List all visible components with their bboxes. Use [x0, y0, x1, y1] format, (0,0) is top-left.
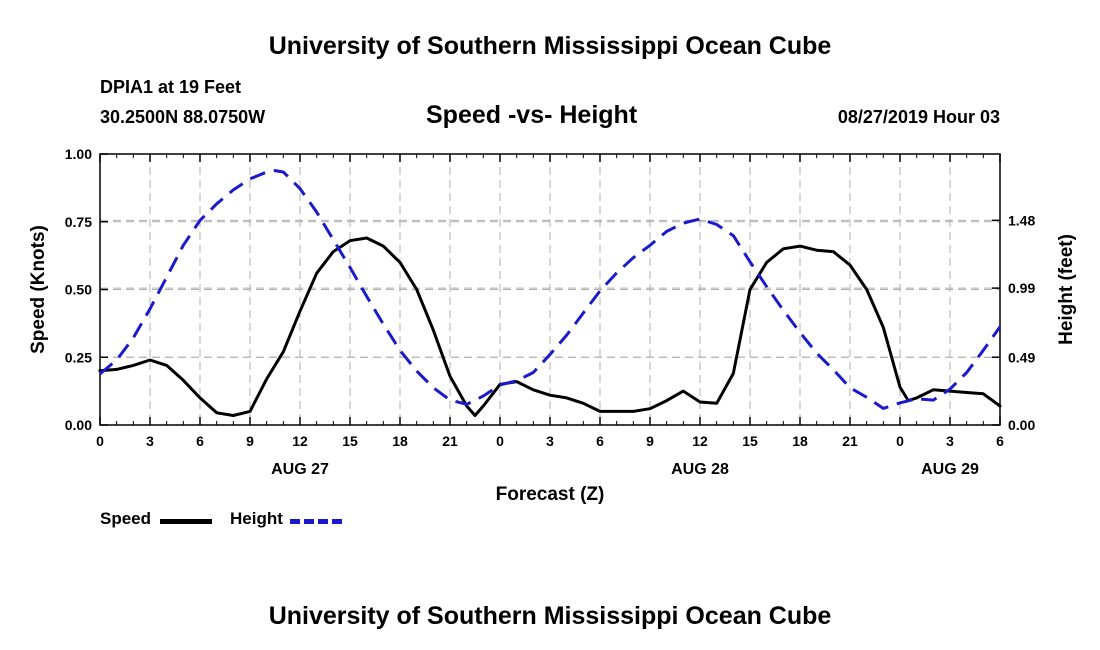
y-tick-label: 1.00	[65, 146, 92, 162]
page-title: University of Southern Mississippi Ocean…	[268, 32, 832, 60]
x-tick-label: 3	[946, 433, 954, 449]
x-tick-label: 9	[646, 433, 654, 449]
series-height-line	[99, 169, 1002, 410]
y-right-tick-label: 1.48	[1008, 212, 1035, 228]
x-tick-label: 0	[96, 433, 104, 449]
date-label: AUG 29	[921, 461, 979, 478]
x-tick-label: 15	[742, 433, 758, 449]
y-tick-label: 0.25	[65, 349, 92, 365]
date-label: AUG 28	[671, 461, 729, 478]
axis-ticks	[99, 153, 1001, 426]
y-axis-title: Speed (Knots)	[28, 225, 49, 354]
x-tick-label: 6	[596, 433, 604, 449]
axis-labels: 0 3 6 9 12 15 18 21 0 3 6 9 12 15 18 21 0 3 6 AUG 27 AUG 28 A…	[28, 146, 1077, 505]
y-right-tick-label: 0.00	[1008, 417, 1035, 433]
coordinates-label: 30.2500N 88.0750W	[100, 107, 266, 127]
x-tick-label: 0	[496, 433, 504, 449]
footer-title: University of Southern Mississippi Ocean…	[268, 602, 832, 630]
x-tick-label: 21	[442, 433, 458, 449]
x-tick-label: 15	[342, 433, 358, 449]
x-axis-title: Forecast (Z)	[496, 484, 605, 505]
series-group	[98, 169, 1002, 417]
chart-title: Speed -vs- Height	[426, 101, 638, 129]
date-label: AUG 27	[271, 461, 329, 478]
y-right-tick-label: 0.99	[1008, 280, 1035, 296]
x-tick-label: 6	[196, 433, 204, 449]
station-label: DPIA1 at 19 Feet	[100, 77, 242, 97]
x-tick-label: 0	[896, 433, 904, 449]
x-tick-label: 18	[392, 433, 408, 449]
x-tick-label: 18	[792, 433, 808, 449]
grid-lines	[100, 154, 1000, 425]
x-tick-label: 9	[246, 433, 254, 449]
x-tick-label: 3	[146, 433, 154, 449]
x-tick-label: 6	[996, 433, 1004, 449]
legend-speed-label: Speed	[100, 509, 152, 528]
legend-speed-swatch	[160, 519, 212, 524]
y-tick-label: 0.50	[65, 282, 92, 298]
y-tick-label: 0.75	[65, 214, 92, 230]
legend-height-label: Height	[230, 509, 283, 528]
y-right-axis-title: Height (feet)	[1056, 234, 1077, 345]
series-speed-line	[98, 236, 1002, 417]
x-tick-label: 12	[292, 433, 308, 449]
x-tick-label: 12	[692, 433, 708, 449]
datetime-label: 08/27/2019 Hour 03	[837, 107, 1000, 127]
x-tick-label: 3	[546, 433, 554, 449]
y-right-tick-label: 0.49	[1008, 349, 1035, 365]
y-tick-label: 0.00	[65, 417, 92, 433]
legend-height-swatch	[290, 519, 342, 524]
x-tick-label: 21	[842, 433, 858, 449]
